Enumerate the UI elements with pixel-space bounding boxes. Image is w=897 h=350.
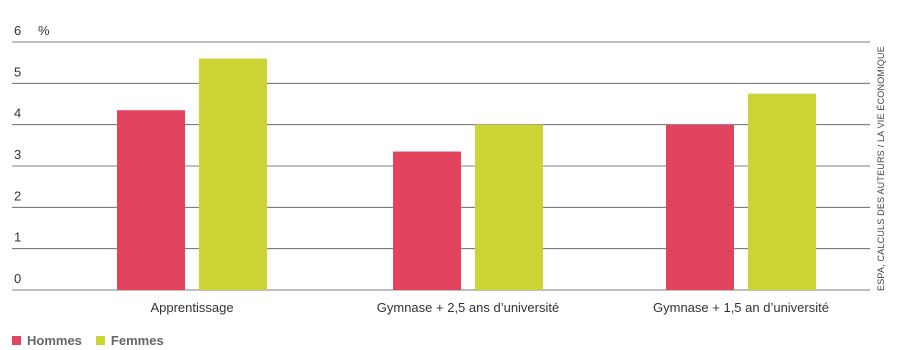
legend: Hommes Femmes bbox=[12, 333, 178, 348]
source-note: ESPA, CALCULS DES AUTEURS / LA VIE ÉCONO… bbox=[876, 46, 886, 291]
legend-label-hommes: Hommes bbox=[27, 333, 82, 348]
category-label-1: Gymnase + 2,5 ans d’université bbox=[377, 300, 559, 315]
bar-hommes-1 bbox=[393, 151, 461, 290]
y-tick-label-3: 3 bbox=[14, 147, 21, 162]
y-tick-label-5: 5 bbox=[14, 64, 21, 79]
y-tick-label-4: 4 bbox=[14, 106, 21, 121]
x-axis-categories: Apprentissage Gymnase + 2,5 ans d’univers… bbox=[150, 300, 829, 315]
y-tick-label-1: 1 bbox=[14, 230, 21, 245]
bar-femmes-2 bbox=[748, 93, 816, 291]
y-axis-unit: % bbox=[38, 23, 50, 38]
y-tick-label-6: 6 bbox=[14, 23, 21, 38]
y-tick-label-0: 0 bbox=[14, 271, 21, 286]
legend-item-hommes: Hommes bbox=[12, 333, 82, 348]
legend-swatch-hommes bbox=[12, 336, 21, 345]
legend-swatch-femmes bbox=[95, 336, 105, 345]
bar-femmes-1 bbox=[475, 124, 543, 291]
y-axis-ticks: 0 1 2 3 4 5 6 bbox=[14, 23, 21, 286]
bar-hommes-2 bbox=[666, 124, 734, 291]
category-label-2: Gymnase + 1,5 an d’université bbox=[653, 300, 829, 315]
legend-label-femmes: Femmes bbox=[110, 333, 164, 348]
bar-femmes-0 bbox=[199, 58, 267, 291]
bars bbox=[117, 58, 816, 291]
category-label-0: Apprentissage bbox=[150, 300, 233, 315]
legend-item-femmes: Femmes bbox=[95, 333, 164, 348]
bar-hommes-0 bbox=[117, 110, 185, 290]
y-tick-label-2: 2 bbox=[14, 188, 21, 203]
